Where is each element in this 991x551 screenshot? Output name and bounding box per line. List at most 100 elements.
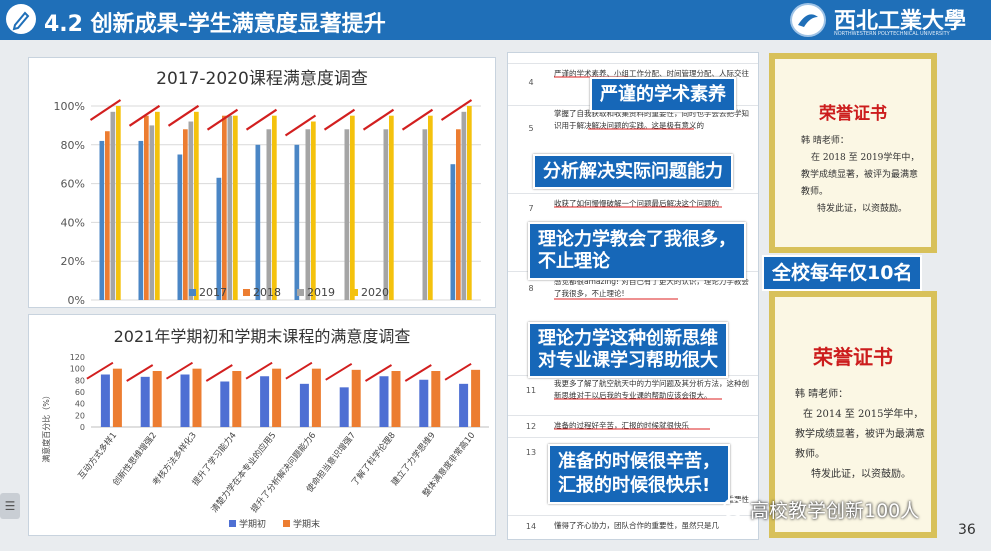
legend-label-学期末: 学期末 xyxy=(293,518,320,530)
bar-2019 xyxy=(461,111,467,300)
bar-学期初 xyxy=(220,381,230,427)
bar-2020 xyxy=(194,111,199,300)
bar-学期末 xyxy=(391,371,401,427)
red-trend-mark xyxy=(362,108,395,131)
bar-2019 xyxy=(266,129,272,300)
bar-学期初 xyxy=(379,376,389,427)
bar-学期末 xyxy=(152,371,162,427)
chart2-title: 2021年学期初和学期末课程的满意度调查 xyxy=(113,327,411,346)
red-trend-mark xyxy=(444,362,472,381)
slide-title: 4.2 创新成果-学生满意度显著提升 xyxy=(44,12,386,37)
side-menu-button[interactable]: ☰ xyxy=(0,493,20,519)
row-number: 5 xyxy=(528,124,534,133)
bar-2017 xyxy=(450,164,456,300)
bar-2017 xyxy=(177,154,183,300)
y-axis-label: 满意度百分比（%） xyxy=(41,391,51,463)
row-number: 7 xyxy=(528,204,534,213)
cert-title: 荣誉证书 xyxy=(813,345,893,369)
callout-happy-line1: 准备的时候很辛苦， xyxy=(558,451,720,472)
bar-学期末 xyxy=(232,371,242,427)
legend-label-2017: 2017 xyxy=(199,286,227,299)
red-trend-mark xyxy=(401,108,434,131)
y-tick-label: 100 xyxy=(70,365,85,374)
university-logo-icon xyxy=(790,3,826,37)
red-trend-mark xyxy=(205,364,233,382)
bar-2019 xyxy=(188,121,194,300)
bar-2018 xyxy=(144,115,149,300)
legend-label-学期初: 学期初 xyxy=(239,518,266,530)
bar-学期初 xyxy=(459,383,469,427)
university-name-en: NORTHWESTERN POLYTECHNICAL UNIVERSITY xyxy=(834,31,950,37)
chart-2021: 2021年学期初和学期末课程的满意度调查 0 20 40 60 80 100 120 满意度百… xyxy=(28,314,496,536)
y-tick-label: 60% xyxy=(61,178,85,191)
table-row: 12 准备的过程好辛苦，汇报的时候就很快乐 xyxy=(508,415,758,438)
university-name: 西北工業大學 xyxy=(834,8,967,34)
bar-2019 xyxy=(344,129,350,300)
bar-2020 xyxy=(350,115,355,300)
honor-certificate-2: 荣誉证书 韩 晴老师： 在 2014 至 2015学年中， 教学成绩显著，被评为… xyxy=(769,291,937,538)
bar-2018 xyxy=(183,129,188,300)
callout-happy: 准备的时候很辛苦， 汇报的时候很快乐! xyxy=(548,444,730,504)
bar-学期初 xyxy=(299,383,309,427)
y-tick-label: 80% xyxy=(61,139,85,152)
row-number: 4 xyxy=(528,78,534,87)
red-trend-mark xyxy=(245,108,278,131)
watermark-text: 高校教学创新100人 xyxy=(750,500,920,522)
y-tick-label: 100% xyxy=(54,100,85,113)
cert-body: 韩 晴老师： 在 2014 至 2015学年中， 教学成绩显著，被评为最满意 教… xyxy=(795,389,925,480)
bar-学期初 xyxy=(180,374,190,427)
y-tick-label: 0% xyxy=(68,294,85,307)
y-tick-label: 80 xyxy=(75,376,85,385)
bar-学期初 xyxy=(419,379,429,427)
legend-label-2018: 2018 xyxy=(253,286,281,299)
bar-2017 xyxy=(294,144,300,300)
bar-2017 xyxy=(99,140,105,300)
y-tick-label: 60 xyxy=(75,388,85,397)
bar-2020 xyxy=(272,115,277,300)
row-text: 感觉都很amazing! 对自己有了更大的认识，理论力学教会了我很多，不止理论! xyxy=(554,277,749,298)
legend-swatch-学期末 xyxy=(283,520,290,527)
pencil-icon xyxy=(6,4,36,34)
bar-2020 xyxy=(389,115,394,300)
bar-学期末 xyxy=(351,369,361,427)
y-tick-label: 20 xyxy=(75,411,85,420)
page-number: 36 xyxy=(958,522,976,538)
callout-happy-line2: 汇报的时候很快乐! xyxy=(558,475,711,496)
legend-swatch-学期初 xyxy=(229,520,236,527)
red-trend-mark xyxy=(206,108,239,131)
slide-header: 4.2 创新成果-学生满意度显著提升 西北工業大學 NORTHWESTERN P… xyxy=(0,0,991,40)
bar-2018 xyxy=(222,115,227,300)
row-number: 8 xyxy=(528,284,534,293)
red-trend-mark xyxy=(325,362,353,381)
red-trend-mark xyxy=(404,364,432,382)
bar-2019 xyxy=(422,129,428,300)
legend-swatch-2017 xyxy=(189,289,196,296)
red-trend-mark xyxy=(86,361,114,380)
red-trend-mark xyxy=(323,108,356,131)
cert-body: 韩 晴老师： 在 2018 至 2019学年中， 教学成绩显著，被评为最满意 教… xyxy=(801,136,920,214)
chart1-plot: 0%20%40%60%80%100%1234567891020172018201… xyxy=(54,99,481,307)
row-number: 13 xyxy=(525,448,537,457)
bar-2019 xyxy=(110,111,116,300)
red-trend-mark xyxy=(285,361,313,380)
red-trend-mark xyxy=(167,104,200,127)
x-tick-label: 提升了分析解决问题能力6 xyxy=(249,430,319,515)
bar-学期末 xyxy=(112,368,122,427)
red-trend-mark xyxy=(126,364,154,382)
callout-problem-solving: 分析解决实际问题能力 xyxy=(533,154,733,189)
row-text: 掌握了自我获取和收集资料的重要性，同时也学会去把学知识用于解决解决问题的实践。这… xyxy=(554,109,749,130)
y-tick-label: 120 xyxy=(70,353,85,362)
bar-2018 xyxy=(456,129,461,300)
bar-学期初 xyxy=(339,387,349,427)
callout-innovation-line2: 对专业课学习帮助很大 xyxy=(538,350,718,371)
bar-2020 xyxy=(116,106,121,300)
bar-2020 xyxy=(155,111,160,300)
callout-innovation: 理论力学这种创新思维 对专业课学习帮助很大 xyxy=(528,322,728,378)
callout-theory: 理论力学教会了我很多， 不止理论 xyxy=(528,222,746,280)
wechat-icon xyxy=(723,498,743,518)
table-row: 14 懂得了齐心协力，团队合作的重要性，虽然只是几 xyxy=(508,515,758,539)
bar-2019 xyxy=(227,115,233,300)
legend-swatch-2020 xyxy=(351,289,358,296)
legend-swatch-2019 xyxy=(297,289,304,296)
bar-2017 xyxy=(216,177,222,300)
